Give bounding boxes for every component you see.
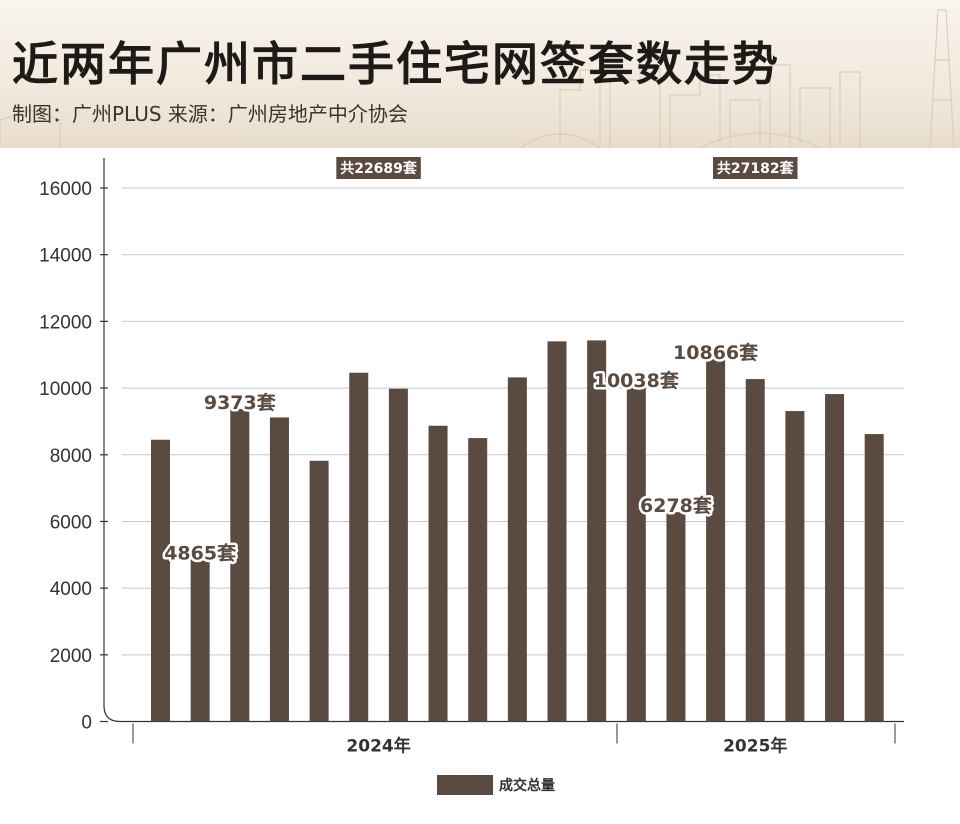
page-subtitle: 制图：广州PLUS 来源：广州房地产中介协会 xyxy=(12,102,408,126)
bar xyxy=(666,512,686,722)
data-label: 10866套 xyxy=(673,341,759,364)
bar xyxy=(626,386,646,722)
bar xyxy=(587,340,607,722)
y-tick-label: 6000 xyxy=(50,512,92,533)
axis-line xyxy=(103,158,904,723)
bar xyxy=(230,408,250,722)
y-tick-label: 2000 xyxy=(50,646,92,667)
bar xyxy=(190,559,210,722)
y-tick-label: 0 xyxy=(81,713,92,734)
y-tick-label: 10000 xyxy=(39,379,92,400)
group-total-label: 共22689套 xyxy=(340,160,417,177)
group-total-label: 共27182套 xyxy=(717,160,794,177)
bar xyxy=(468,438,488,722)
bar xyxy=(745,379,765,722)
y-tick-label: 16000 xyxy=(39,179,92,200)
page-title: 近两年广州市二手住宅网签套数走势 xyxy=(12,37,780,91)
data-label: 9373套 xyxy=(204,391,277,414)
city-skyline-decoration xyxy=(0,9,955,148)
header-banner: 近两年广州市二手住宅网签套数走势 制图：广州PLUS 来源：广州房地产中介协会 xyxy=(0,0,960,148)
data-label: 4865套 xyxy=(164,541,237,564)
x-group-label: 2025年 xyxy=(723,736,787,757)
group-total-badge xyxy=(713,157,798,179)
y-tick-label: 4000 xyxy=(50,579,92,600)
bar xyxy=(785,411,805,722)
bar xyxy=(269,417,289,722)
legend: 成交总量 xyxy=(437,775,555,795)
y-tick-label: 8000 xyxy=(50,446,92,467)
bar xyxy=(309,460,329,722)
bar xyxy=(151,439,170,722)
bar xyxy=(825,394,845,722)
data-label: 10038套 xyxy=(594,369,680,392)
bar xyxy=(706,359,726,722)
bar xyxy=(349,372,369,722)
bar xyxy=(507,377,527,722)
bar xyxy=(388,388,408,722)
legend-swatch xyxy=(437,775,493,795)
y-tick-label: 12000 xyxy=(39,312,92,333)
bar xyxy=(864,434,884,722)
y-tick-label: 14000 xyxy=(39,246,92,267)
x-group-label: 2024年 xyxy=(346,736,410,757)
legend-label: 成交总量 xyxy=(499,778,555,794)
bar xyxy=(428,425,448,722)
bar xyxy=(547,341,567,722)
data-label: 6278套 xyxy=(640,494,713,517)
group-total-badge xyxy=(336,157,421,179)
